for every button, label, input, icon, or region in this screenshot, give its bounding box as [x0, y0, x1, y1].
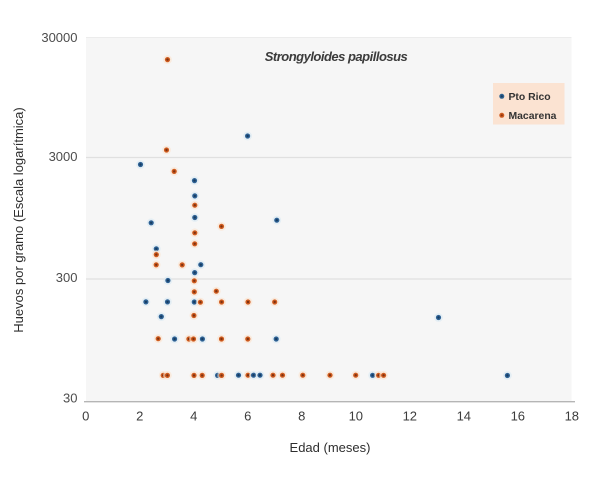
svg-text:Huevos por gramo (Escala logar: Huevos por gramo (Escala logarítmica) — [11, 107, 26, 332]
svg-text:14: 14 — [457, 409, 471, 424]
svg-text:18: 18 — [565, 409, 579, 424]
svg-text:4: 4 — [190, 409, 197, 424]
svg-text:Strongyloides papillosus: Strongyloides papillosus — [265, 49, 408, 64]
svg-text:30: 30 — [63, 390, 77, 405]
svg-text:8: 8 — [298, 409, 305, 424]
svg-text:0: 0 — [82, 409, 89, 424]
svg-text:16: 16 — [511, 409, 525, 424]
svg-text:12: 12 — [403, 409, 417, 424]
svg-text:6: 6 — [244, 409, 251, 424]
svg-text:300: 300 — [56, 270, 78, 285]
svg-text:Macarena: Macarena — [509, 111, 557, 122]
svg-text:Pto Rico: Pto Rico — [509, 92, 551, 103]
svg-text:30000: 30000 — [41, 30, 77, 45]
svg-text:3000: 3000 — [49, 149, 78, 164]
svg-text:Edad (meses): Edad (meses) — [290, 440, 371, 455]
svg-text:2: 2 — [136, 409, 143, 424]
svg-text:10: 10 — [349, 409, 363, 424]
